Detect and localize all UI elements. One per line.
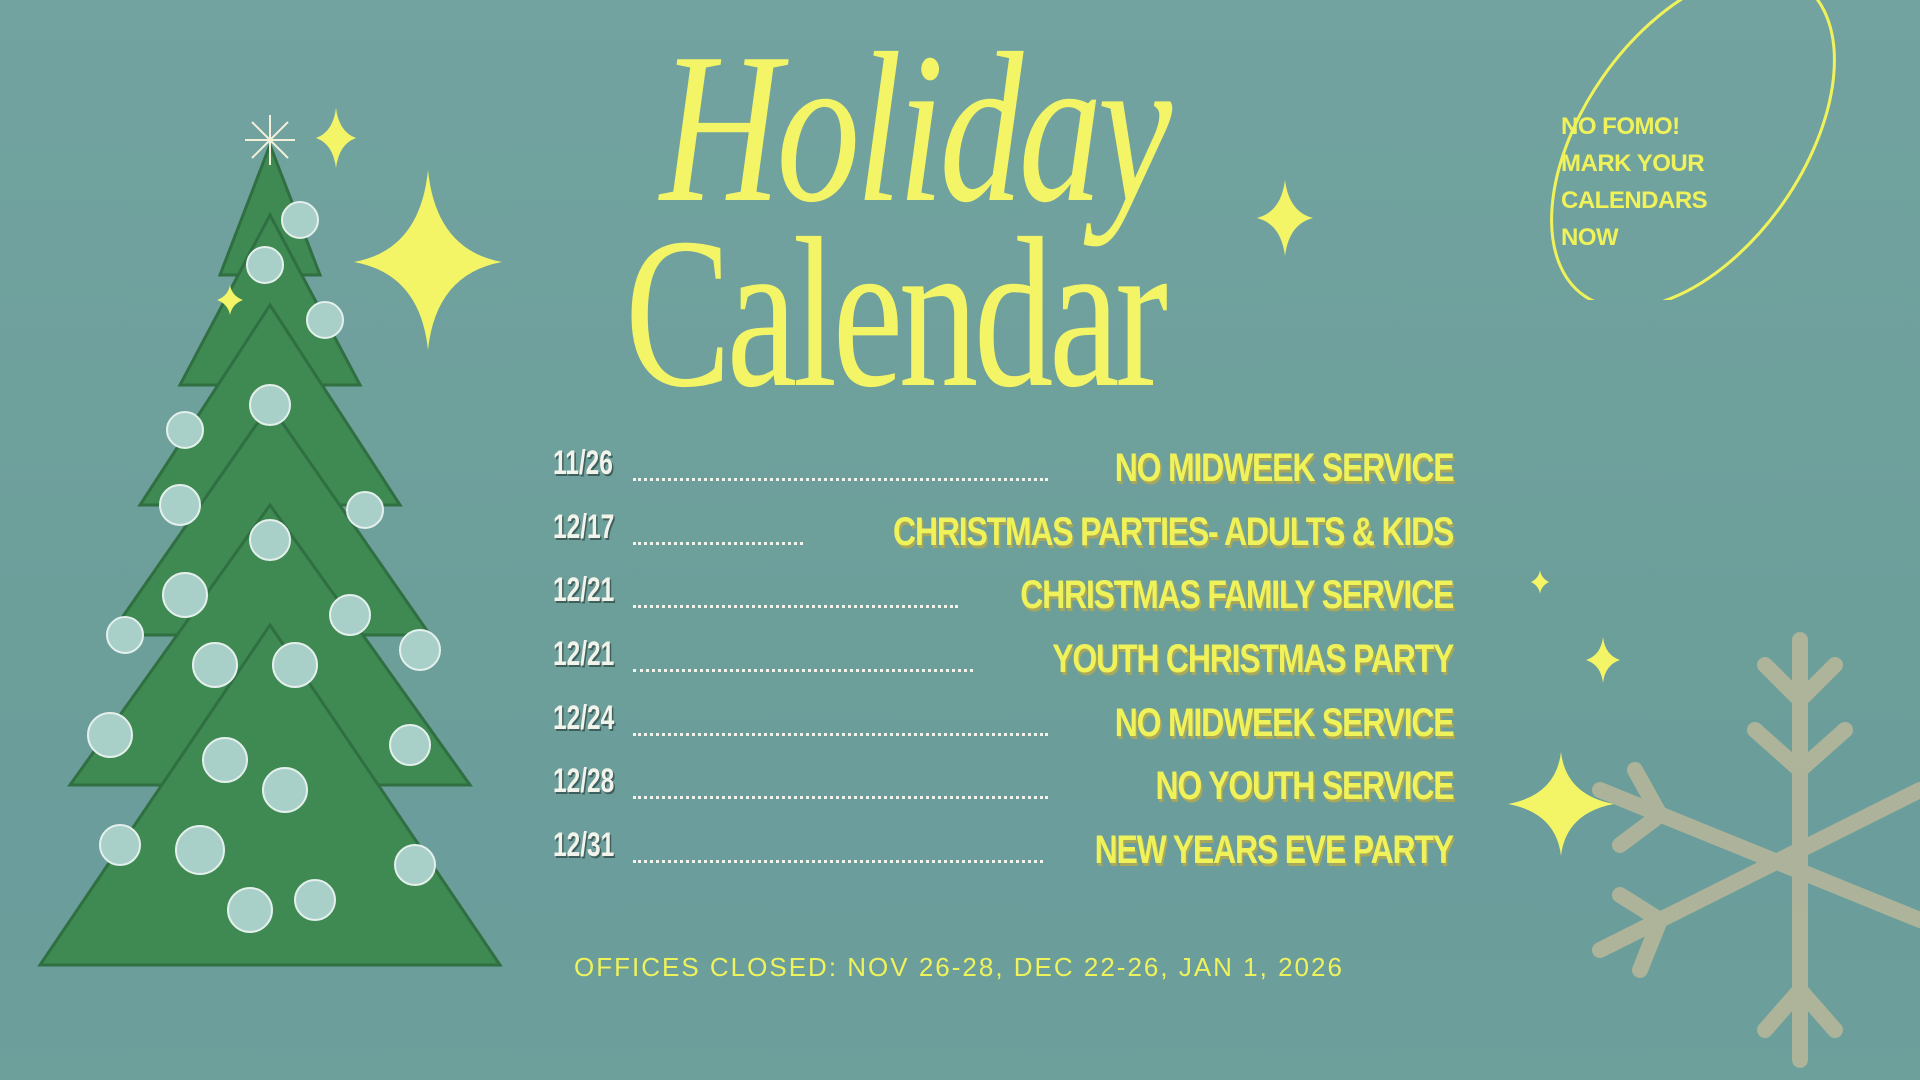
christmas-tree-illustration — [37, 115, 503, 967]
event-row: 12/21 YOUTH CHRISTMAS PARTY — [553, 629, 1454, 693]
dot-leader — [633, 792, 1048, 800]
event-row: 12/31 NEW YEARS EVE PARTY — [553, 820, 1455, 884]
callout-oval — [1550, 0, 1836, 300]
dot-leader — [633, 856, 1043, 864]
sparkle-icon — [1257, 180, 1313, 256]
snowflake-illustration — [1592, 632, 1920, 1068]
sparkle-icon — [1531, 570, 1549, 594]
event-label: NO MIDWEEK SERVICE — [1114, 700, 1454, 745]
event-row: 12/24 NO MIDWEEK SERVICE — [553, 693, 1454, 757]
event-label: YOUTH CHRISTMAS PARTY — [1052, 637, 1454, 682]
event-row: 12/21 CHRISTMAS FAMILY SERVICE — [553, 565, 1454, 629]
event-list: 11/26 NO MIDWEEK SERVICE 12/17 CHRISTMAS P… — [553, 438, 1455, 884]
dot-leader — [633, 665, 973, 673]
offices-closed-note: OFFICES CLOSED: NOV 26-28, DEC 22-26, JA… — [574, 952, 1344, 982]
event-row: 11/26 NO MIDWEEK SERVICE — [553, 438, 1454, 502]
event-row: 12/17 CHRISTMAS PARTIES- ADULTS & KIDS — [553, 502, 1454, 566]
event-date: 11/26 — [553, 444, 613, 482]
dot-leader — [633, 538, 803, 545]
title-holiday: Holiday — [660, 8, 1172, 247]
dot-leader — [633, 474, 1048, 481]
event-date: 12/21 — [553, 571, 615, 610]
callout-text: NO FOMO! MARK YOUR CALENDARS NOW — [1561, 108, 1708, 256]
title-calendar: Calendar — [625, 193, 1168, 432]
callout-line: CALENDARS — [1561, 187, 1708, 214]
event-date: 12/28 — [553, 762, 615, 801]
callout-line: MARK YOUR — [1561, 150, 1705, 177]
event-label: CHRISTMAS PARTIES- ADULTS & KIDS — [892, 509, 1454, 554]
event-row: 12/28 NO YOUTH SERVICE — [553, 756, 1454, 820]
event-date: 12/21 — [553, 635, 615, 674]
event-date: 12/31 — [553, 826, 615, 865]
event-date: 12/17 — [553, 507, 615, 546]
event-date: 12/24 — [553, 698, 615, 737]
dot-leader — [633, 601, 958, 609]
event-label: CHRISTMAS FAMILY SERVICE — [1020, 573, 1454, 618]
event-label: NO YOUTH SERVICE — [1155, 764, 1454, 809]
dot-leader — [633, 729, 1048, 736]
ornaments — [87, 201, 441, 933]
callout-line: NOW — [1561, 224, 1619, 251]
event-label: NEW YEARS EVE PARTY — [1094, 828, 1455, 873]
tree-topper-snowflake-icon — [245, 115, 295, 165]
event-label: NO MIDWEEK SERVICE — [1114, 446, 1454, 490]
callout-line: NO FOMO! — [1561, 113, 1680, 140]
